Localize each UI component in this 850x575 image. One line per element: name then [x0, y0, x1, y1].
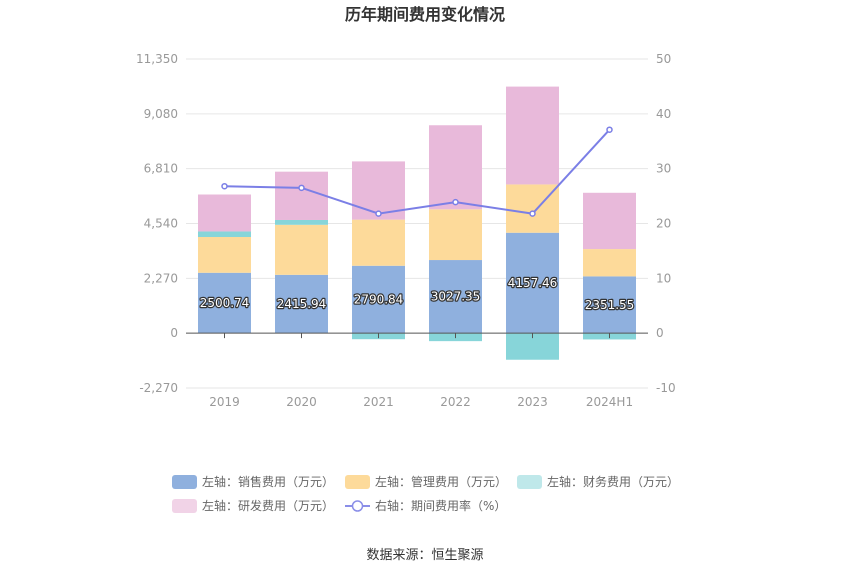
- data-labels: 2500.74 2415.94 2790.84 3027.35 4157.46 2351.…: [198, 275, 635, 313]
- bar-segment: [275, 171, 328, 220]
- chart-title: 历年期间费用变化情况: [345, 5, 505, 24]
- legend-item: 左轴：财务费用（万元）: [517, 474, 679, 489]
- rate-line-series: [221, 126, 613, 217]
- sales-data-label: 4157.46: [508, 276, 558, 290]
- sales-data-label: 2415.94: [277, 297, 327, 311]
- legend-swatch: [172, 499, 197, 513]
- legend-label: 左轴：销售费用（万元）: [202, 474, 334, 489]
- right-tick-label: 30: [656, 162, 671, 176]
- x-tick-label: 2021: [363, 395, 394, 409]
- legend-item: 右轴：期间费用率（%）: [345, 498, 506, 513]
- bar-segment: [352, 161, 405, 220]
- bars: [198, 86, 636, 360]
- rate-line: [224, 129, 611, 215]
- right-tick-label: 50: [656, 52, 671, 66]
- sales-data-label: 2351.55: [585, 298, 635, 312]
- rate-point: [221, 182, 228, 190]
- right-tick-label: 0: [656, 326, 664, 340]
- legend-label: 左轴：管理费用（万元）: [375, 474, 507, 489]
- right-tick-label: 20: [656, 217, 671, 231]
- legend-label: 左轴：财务费用（万元）: [547, 474, 679, 489]
- rate-point: [298, 184, 305, 192]
- bar-segment: [198, 194, 251, 232]
- bar-segment: [352, 265, 405, 334]
- source-note: 数据来源：恒生聚源: [366, 548, 483, 563]
- x-tick-label: 2022: [440, 395, 471, 409]
- bar-segment: [429, 260, 482, 334]
- bar-segment: [198, 272, 251, 334]
- rate-point: [375, 210, 382, 217]
- left-tick-label: 11,350: [136, 52, 178, 66]
- bar-segment: [198, 237, 251, 273]
- sales-data-label: 2790.84: [354, 292, 404, 306]
- bar-segment: [506, 184, 559, 233]
- bar-segment: [198, 231, 251, 238]
- left-tick-label: 2,270: [144, 271, 178, 285]
- right-tick-label: 10: [656, 271, 671, 285]
- left-tick-label: 6,810: [144, 162, 178, 176]
- bar-segment: [506, 232, 559, 334]
- legend-item: 左轴：销售费用（万元）: [172, 474, 334, 489]
- legend-item: 左轴：研发费用（万元）: [172, 498, 334, 513]
- legend-swatch: [172, 475, 197, 489]
- x-tick-label: 2024H1: [586, 395, 633, 409]
- x-tick-label: 2019: [209, 395, 240, 409]
- rate-point: [606, 126, 613, 133]
- sales-data-label: 2500.74: [200, 296, 250, 310]
- bar-segment: [583, 276, 636, 334]
- sales-data-label: 3027.35: [431, 290, 481, 304]
- bar-segment: [429, 209, 482, 261]
- rate-point: [452, 198, 459, 206]
- bar-segment: [352, 219, 405, 266]
- legend: 左轴：销售费用（万元） 左轴：管理费用（万元） 左轴：财务费用（万元） 左轴：研发费用…: [172, 474, 679, 513]
- legend-swatch: [517, 475, 542, 489]
- bar-segment: [429, 125, 482, 210]
- grid: [186, 58, 648, 389]
- x-tick-label: 2023: [517, 395, 548, 409]
- bar-segment: [275, 224, 328, 275]
- rate-point: [529, 210, 536, 217]
- x-tick-label: 2020: [286, 395, 317, 409]
- right-tick-label: 40: [656, 107, 671, 121]
- right-tick-label: -10: [656, 381, 676, 395]
- left-tick-label: 0: [170, 326, 178, 340]
- left-tick-label: 9,080: [144, 107, 178, 121]
- bar-segment: [583, 192, 636, 250]
- bar-segment: [506, 86, 559, 185]
- bar-segment: [275, 274, 328, 334]
- legend-label: 左轴：研发费用（万元）: [202, 498, 334, 513]
- legend-swatch: [345, 475, 370, 489]
- legend-label: 右轴：期间费用率（%）: [375, 498, 506, 513]
- right-axis: -10 0 10 20 30 40 50: [656, 52, 676, 395]
- legend-item: 左轴：管理费用（万元）: [345, 474, 507, 489]
- left-axis: -2,270 0 2,270 4,540 6,810 9,080 11,350: [136, 52, 178, 395]
- bar-segment: [583, 249, 636, 277]
- x-axis: 2019 2020 2021 2022 2023 2024H1: [209, 333, 633, 409]
- left-tick-label: 4,540: [144, 217, 178, 231]
- left-tick-label: -2,270: [139, 381, 178, 395]
- bar-segment: [275, 219, 328, 225]
- legend-marker: [351, 500, 364, 512]
